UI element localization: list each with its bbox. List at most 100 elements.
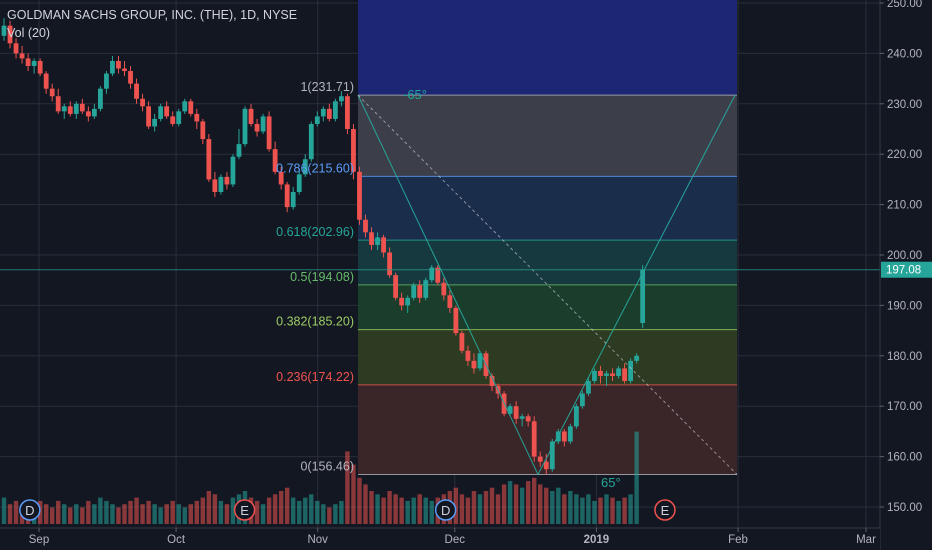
- candle-body: [248, 108, 254, 124]
- candle-body: [567, 426, 573, 442]
- fib-zones: [358, 0, 737, 475]
- volume-bar: [327, 507, 332, 524]
- volume-indicator-label[interactable]: Vol (20): [7, 26, 51, 40]
- volume-bar: [92, 504, 97, 524]
- candle-body: [170, 116, 176, 124]
- candle-body: [61, 106, 67, 112]
- volume-bar: [86, 500, 91, 524]
- candle-body: [278, 171, 284, 185]
- volume-bar: [477, 494, 483, 524]
- fib-level-label: 0(156.46): [300, 459, 354, 473]
- volume-bar: [182, 507, 187, 524]
- trend-line-up: [537, 94, 736, 475]
- volume-bar: [471, 491, 477, 524]
- candle-body: [513, 406, 519, 419]
- volume-bar: [303, 497, 308, 524]
- volume-bar: [423, 497, 428, 524]
- candle-body: [79, 103, 85, 112]
- candle-body: [224, 176, 230, 185]
- volume-bar: [495, 494, 501, 524]
- volume-bar: [622, 497, 627, 524]
- time-tick-label: Feb: [728, 534, 748, 546]
- candle-body: [465, 350, 471, 361]
- candle-body: [519, 416, 525, 419]
- candle-body: [441, 282, 447, 296]
- volume-bar: [80, 507, 85, 524]
- volume-bar: [230, 497, 236, 524]
- time-tick-label: Oct: [167, 534, 186, 546]
- candle-body: [549, 441, 555, 470]
- volume-bar: [68, 507, 73, 524]
- candle-body: [73, 103, 79, 114]
- price-tick-label: 180.00: [887, 351, 922, 363]
- fib-zone: [358, 384, 737, 475]
- candle-body: [194, 113, 200, 122]
- candle-body: [230, 156, 236, 185]
- candle-body: [477, 353, 483, 369]
- candle-body: [598, 370, 603, 376]
- candle-body: [122, 68, 127, 72]
- volume-bar: [194, 500, 199, 524]
- candle-body: [266, 116, 272, 150]
- candle-body: [405, 297, 411, 306]
- candle-body: [242, 108, 248, 145]
- volume-bar: [224, 504, 230, 524]
- candle-body: [254, 123, 260, 132]
- candle-body: [110, 60, 115, 74]
- candle-body: [146, 106, 151, 127]
- price-tick-label: 230.00: [887, 99, 922, 111]
- candle-body: [423, 280, 429, 298]
- fib-level-label: 1(231.71): [300, 80, 354, 94]
- candle-body: [332, 101, 338, 119]
- volume-bar: [634, 431, 639, 524]
- candle-body: [308, 123, 314, 160]
- volume-bar: [411, 497, 416, 524]
- volume-bar: [381, 497, 386, 524]
- volume-bar: [176, 504, 181, 524]
- volume-bar: [399, 497, 404, 524]
- volume-bar: [489, 487, 495, 524]
- candle-body: [218, 176, 224, 192]
- volume-bar: [315, 500, 320, 524]
- price-tick-label: 150.00: [887, 502, 922, 514]
- candle-body: [381, 237, 386, 253]
- price-tick-label: 240.00: [887, 48, 922, 60]
- candle-body: [314, 116, 320, 124]
- volume-bar: [604, 494, 609, 524]
- fib-zone: [358, 240, 737, 285]
- fib-level-label: 0.618(202.96): [276, 225, 354, 239]
- volume-bar: [532, 477, 537, 524]
- candle-body: [411, 285, 417, 298]
- volume-bar: [351, 464, 356, 524]
- earnings-marker[interactable]: E: [233, 499, 256, 521]
- candle-body: [507, 406, 513, 414]
- volume-bar: [321, 504, 326, 524]
- volume-bar: [550, 491, 555, 524]
- volume-bar: [7, 504, 13, 524]
- volume-bar: [616, 500, 621, 524]
- candle-body: [375, 237, 380, 245]
- candle-body: [1, 25, 7, 36]
- symbol-title[interactable]: GOLDMAN SACHS GROUP, INC. (THE), 1D, NYS…: [7, 8, 298, 22]
- candle-body: [31, 60, 37, 66]
- dividend-marker[interactable]: D: [19, 499, 41, 521]
- candle-body: [453, 307, 459, 334]
- event-marker-circle: [19, 499, 41, 521]
- volume-bar: [272, 494, 278, 524]
- candle-body: [49, 88, 55, 97]
- price-tick-label: 170.00: [887, 401, 922, 413]
- time-tick-label: 2019: [584, 534, 610, 546]
- candles: [1, 18, 646, 475]
- candle-body: [622, 368, 627, 381]
- time-axis-bg: [0, 528, 880, 550]
- candle-body: [116, 60, 121, 69]
- candle-body: [7, 25, 13, 44]
- volume-bar: [140, 504, 145, 524]
- candle-body: [206, 139, 212, 180]
- volume-bar: [586, 494, 591, 524]
- earnings-marker[interactable]: E: [654, 499, 676, 521]
- dividend-marker[interactable]: D: [434, 499, 457, 521]
- candle-body: [140, 98, 145, 107]
- candle-body: [610, 373, 615, 376]
